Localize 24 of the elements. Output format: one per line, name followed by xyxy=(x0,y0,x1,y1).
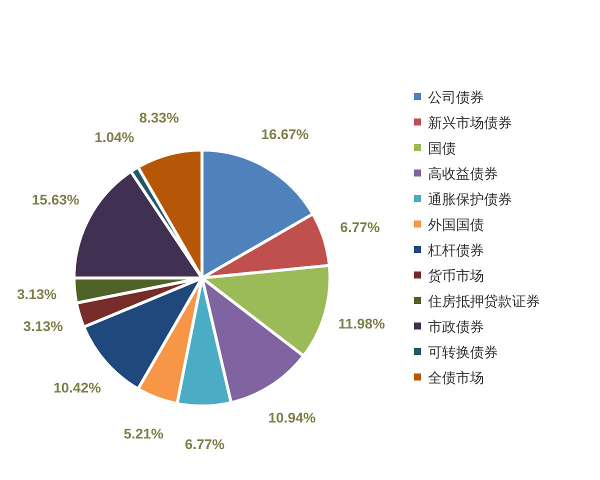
legend-label: 市政债券 xyxy=(428,318,484,334)
data-label: 1.04% xyxy=(94,129,135,145)
legend-label: 高收益债券 xyxy=(428,166,498,182)
legend-label: 外国国债 xyxy=(428,216,484,232)
data-label: 11.98% xyxy=(338,316,386,332)
data-label: 8.33% xyxy=(139,110,180,126)
legend-label: 国债 xyxy=(428,140,456,156)
legend-label: 新兴市场债券 xyxy=(428,114,512,130)
data-label: 6.77% xyxy=(340,219,380,236)
legend-label: 通胀保护债券 xyxy=(428,191,512,207)
data-label: 15.63% xyxy=(32,192,80,208)
data-label: 3.13% xyxy=(23,318,64,334)
legend-label: 住房抵押贷款证券 xyxy=(427,293,540,309)
legend-label: 全债市场 xyxy=(428,370,484,386)
legend-label: 杠杆债券 xyxy=(427,242,484,258)
legend-label: 货币市场 xyxy=(428,268,484,284)
legend-label: 可转换债券 xyxy=(428,344,498,360)
data-label: 3.13% xyxy=(16,286,58,302)
data-label: 6.77% xyxy=(184,436,226,452)
data-label: 16.67% xyxy=(261,126,310,142)
data-label: 10.94% xyxy=(268,409,316,426)
data-label: 10.42% xyxy=(53,379,102,396)
data-label: 5.21% xyxy=(124,425,164,442)
legend-label: 公司债券 xyxy=(428,89,484,105)
